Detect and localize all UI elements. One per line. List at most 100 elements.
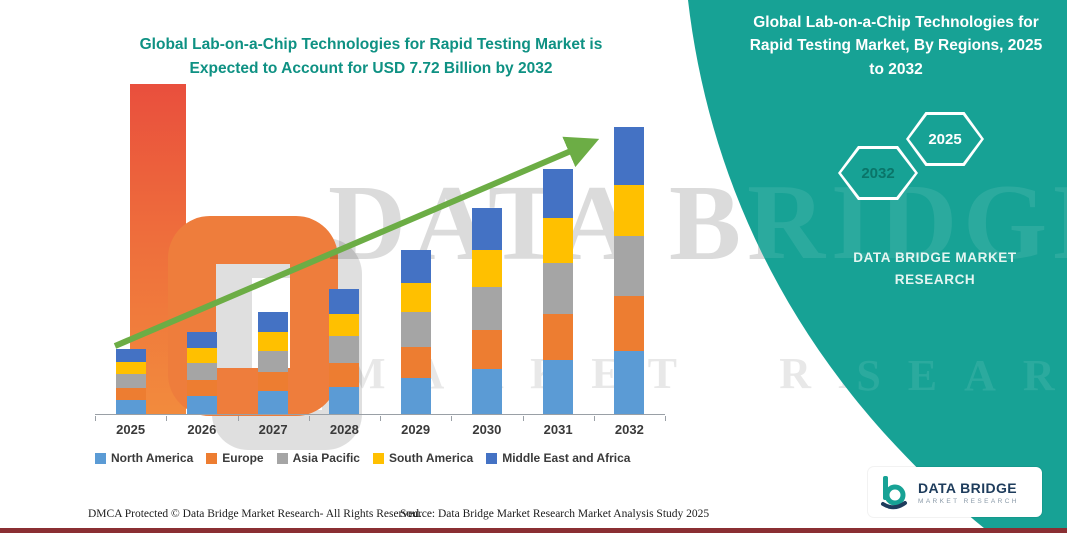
legend-swatch xyxy=(372,452,384,464)
legend-item: South America xyxy=(372,451,474,465)
bar-segment xyxy=(329,289,360,315)
legend-swatch xyxy=(95,452,106,464)
axis-tick xyxy=(665,416,666,421)
bar-segment xyxy=(115,373,146,388)
legend-item: North America xyxy=(95,451,193,465)
bar-2028 xyxy=(329,289,360,414)
bar-segment xyxy=(258,311,289,333)
legend-label: Europe xyxy=(222,451,264,465)
chart-title: Global Lab-on-a-Chip Technologies for Ra… xyxy=(88,33,654,81)
legend-swatch xyxy=(276,452,288,464)
bar-segment xyxy=(329,386,360,414)
bar-segment xyxy=(258,391,289,414)
logo-brand-sub: MARKET RESEARCH xyxy=(918,497,1019,505)
bar-segment xyxy=(115,362,146,374)
bar-2026 xyxy=(186,331,217,414)
bar-segment xyxy=(186,331,217,349)
legend-label: South America xyxy=(388,451,474,465)
bar-segment xyxy=(115,349,146,363)
chart-legend: North America Europe Asia Pacific South Ame… xyxy=(95,451,695,465)
axis-tick xyxy=(593,416,595,421)
bottom-maroon-bar xyxy=(0,528,1067,533)
hexagon-year-2025: 2025 xyxy=(906,112,984,166)
bar-segment xyxy=(329,362,360,387)
logo-brand-name: DATA BRIDGE xyxy=(918,479,1018,496)
bar-segment xyxy=(400,312,431,347)
bar-segment xyxy=(543,313,574,361)
axis-tick xyxy=(95,416,96,421)
bar-segment xyxy=(614,296,645,351)
bar-segment xyxy=(471,249,502,287)
bar-segment xyxy=(258,372,289,392)
legend-item: Asia Pacific xyxy=(276,451,360,465)
bar-2027 xyxy=(258,311,289,414)
axis-tick xyxy=(237,416,239,421)
x-axis-label: 2031 xyxy=(543,422,573,437)
bar-segment xyxy=(258,332,289,351)
bar-2025 xyxy=(115,349,146,414)
bar-segment xyxy=(543,360,574,414)
bar-segment xyxy=(186,380,217,396)
x-axis-label: 2029 xyxy=(401,422,431,437)
bar-segment xyxy=(543,262,574,314)
x-axis-label: 2026 xyxy=(187,422,217,437)
bar-segment xyxy=(543,169,574,219)
bar-2029 xyxy=(400,250,431,414)
bar-segment xyxy=(115,399,146,414)
bar-segment xyxy=(400,378,431,414)
bar-segment xyxy=(400,283,431,313)
bar-segment xyxy=(543,218,574,263)
hexagon-2025-label: 2025 xyxy=(909,115,981,163)
bar-segment xyxy=(115,387,146,400)
bar-2030 xyxy=(471,208,502,414)
bar-segment xyxy=(614,236,645,297)
databridge-logo-text: DATA BRIDGE MARKET RESEARCH xyxy=(918,480,1019,505)
x-axis-label: 2032 xyxy=(614,422,644,437)
x-axis-label: 2027 xyxy=(258,422,288,437)
legend-swatch xyxy=(486,452,498,464)
panel-title: Global Lab-on-a-Chip Technologies for Ra… xyxy=(749,14,1043,78)
chart-title-line-1: Global Lab-on-a-Chip Technologies for Ra… xyxy=(139,36,603,53)
x-axis-label: 2030 xyxy=(472,422,502,437)
bar-segment xyxy=(329,336,360,363)
bar-segment xyxy=(186,363,217,381)
legend-item: Middle East and Africa xyxy=(486,451,630,465)
legend-item: Europe xyxy=(206,451,264,465)
footer-source-text: Source: Data Bridge Market Research Mark… xyxy=(400,508,710,520)
bar-segment xyxy=(471,208,502,250)
stacked-bar-chart: 2025 2026 2027 2028 2029 2030 2031 2032 xyxy=(95,118,666,437)
bar-segment xyxy=(471,286,502,330)
axis-tick xyxy=(380,416,381,421)
panel-brand-line-1: DATA BRIDGE MARKET xyxy=(853,250,1017,265)
bar-segment xyxy=(400,346,431,378)
bar-segment xyxy=(186,348,217,364)
panel-brand-text: DATA BRIDGE MARKET RESEARCH xyxy=(795,247,1067,290)
bar-segment xyxy=(614,184,645,237)
bar-segment xyxy=(258,350,289,373)
panel-brand-line-2: RESEARCH xyxy=(894,271,976,287)
databridge-logo-icon xyxy=(881,476,907,510)
bar-segment xyxy=(471,368,502,414)
bar-segment xyxy=(614,127,645,185)
axis-tick xyxy=(166,416,168,421)
chart-title-line-2: Expected to Account for USD 7.72 Billion… xyxy=(189,60,553,78)
axis-tick xyxy=(522,416,524,421)
legend-swatch xyxy=(206,452,218,464)
footer-dmca-text: DMCA Protected © Data Bridge Market Rese… xyxy=(88,508,422,520)
bar-segment xyxy=(400,250,431,284)
bar-segment xyxy=(186,395,217,414)
bar-2032 xyxy=(614,127,645,414)
x-axis-label: 2028 xyxy=(329,422,359,437)
hexagon-2032-label: 2032 xyxy=(841,149,915,197)
bar-2031 xyxy=(543,169,574,414)
axis-tick xyxy=(451,416,453,421)
legend-label: North America xyxy=(111,451,194,465)
bar-segment xyxy=(614,350,645,414)
bar-segment xyxy=(329,314,360,337)
legend-label: Middle East and Africa xyxy=(502,451,631,465)
bar-segment xyxy=(471,329,502,369)
legend-label: Asia Pacific xyxy=(292,451,360,465)
databridge-logo-card: DATA BRIDGE MARKET RESEARCH xyxy=(868,467,1042,517)
axis-tick xyxy=(308,416,310,421)
